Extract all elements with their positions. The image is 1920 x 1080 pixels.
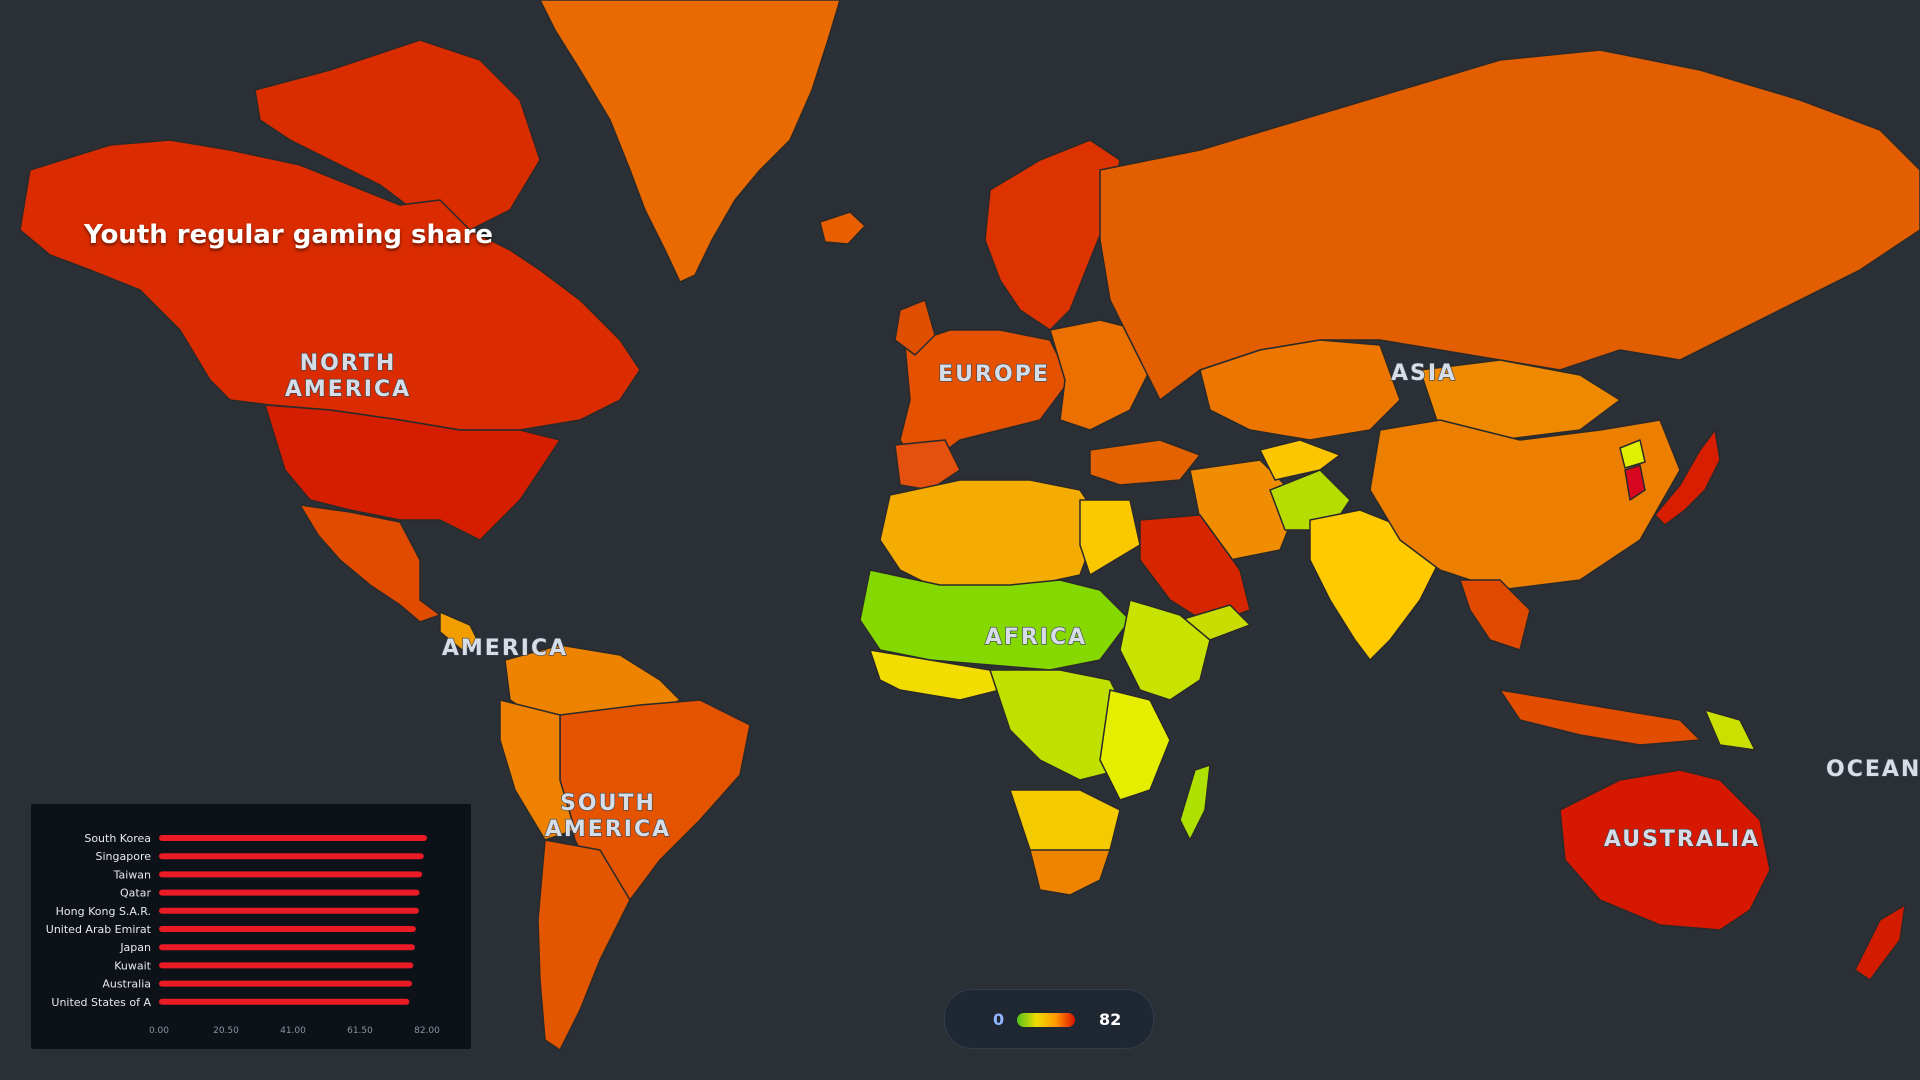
region-greenland[interactable] xyxy=(539,0,841,283)
region-western-europe[interactable] xyxy=(899,329,1071,471)
color-scale-legend: 0 82 xyxy=(944,989,1154,1049)
x-tick-label: 20.50 xyxy=(213,1026,239,1036)
region-north-africa[interactable] xyxy=(879,479,1101,591)
region-mexico[interactable] xyxy=(299,504,441,623)
bar-category-label: Taiwan xyxy=(113,868,151,881)
region-russia[interactable] xyxy=(1099,49,1920,401)
region-china[interactable] xyxy=(1369,419,1681,591)
continent-label-north-america: AMERICA xyxy=(285,377,411,402)
bar-singapore[interactable] xyxy=(159,853,424,860)
region-kazakhstan[interactable] xyxy=(1199,339,1401,441)
continent-labels: NORTH AMERICA AMERICA SOUTH AMERICA EURO… xyxy=(284,350,1920,852)
region-scandinavia[interactable] xyxy=(984,139,1121,331)
bar-category-label: United States of A xyxy=(51,996,151,1009)
bar-united-arab-emirat[interactable] xyxy=(159,926,416,932)
bar-category-label: South Korea xyxy=(84,832,151,845)
bar-south-korea[interactable] xyxy=(159,835,427,841)
region-argentina-chile[interactable] xyxy=(537,839,631,1051)
region-japan[interactable] xyxy=(1654,429,1721,526)
continent-label-asia: ASIA xyxy=(1391,361,1457,386)
region-pakistan[interactable] xyxy=(1259,439,1341,481)
continent-label-africa: AFRICA xyxy=(985,625,1087,650)
continent-label-south-america: SOUTH xyxy=(560,791,656,816)
region-australia[interactable] xyxy=(1559,769,1771,931)
region-uk[interactable] xyxy=(894,299,936,356)
legend-min-label: 0 xyxy=(993,1010,1005,1029)
region-east-africa[interactable] xyxy=(1099,689,1171,801)
region-iberia[interactable] xyxy=(894,439,961,491)
region-eastern-europe[interactable] xyxy=(1049,319,1151,431)
bar-kuwait[interactable] xyxy=(159,962,414,969)
top-countries-bar-chart: South Korea Singapore Taiwan Qatar Hong Kong… xyxy=(46,832,440,1036)
continent-label-north-america: NORTH xyxy=(300,351,397,376)
continent-label-south-america: AMERICA xyxy=(545,817,671,842)
bar-category-label: Australia xyxy=(102,978,151,991)
continent-label-oceania: OCEANI xyxy=(1826,757,1920,782)
top-countries-bar-chart-panel: South Korea Singapore Taiwan Qatar Hong Kong… xyxy=(31,804,471,1049)
region-canada[interactable] xyxy=(19,139,641,431)
region-sahel[interactable] xyxy=(859,569,1131,671)
continent-label-australia: AUSTRALIA xyxy=(1604,827,1760,852)
bar-category-label: United Arab Emirat xyxy=(46,923,152,936)
bar-category-label: Hong Kong S.A.R. xyxy=(56,905,151,918)
region-turkey[interactable] xyxy=(1089,439,1201,486)
map-title: Youth regular gaming share xyxy=(84,220,494,250)
bar-category-label: Japan xyxy=(119,941,151,954)
x-tick-label: 82.00 xyxy=(414,1026,440,1036)
continent-label-central-america: AMERICA xyxy=(442,636,568,661)
x-tick-label: 61.50 xyxy=(347,1026,373,1036)
bar-australia[interactable] xyxy=(159,980,412,987)
bar-category-label: Qatar xyxy=(120,887,151,900)
region-central-america[interactable] xyxy=(439,611,481,651)
bar-united-states-of-a[interactable] xyxy=(159,998,410,1005)
x-tick-label: 0.00 xyxy=(149,1026,169,1036)
legend-max-label: 82 xyxy=(1099,1010,1122,1029)
bar-qatar[interactable] xyxy=(159,889,420,896)
region-west-africa-coast[interactable] xyxy=(869,649,1001,701)
bar-taiwan[interactable] xyxy=(159,871,423,878)
region-north-korea[interactable] xyxy=(1619,439,1646,469)
region-papua-new-guinea[interactable] xyxy=(1704,709,1756,751)
bar-category-label: Singapore xyxy=(96,850,152,863)
region-south-korea[interactable] xyxy=(1624,464,1646,501)
continent-label-europe: EUROPE xyxy=(938,362,1050,387)
region-peru-bolivia[interactable] xyxy=(499,699,576,841)
region-indonesia[interactable] xyxy=(1499,689,1701,746)
region-madagascar[interactable] xyxy=(1179,764,1211,841)
region-arctic-islands[interactable] xyxy=(254,39,541,231)
region-southeast-asia[interactable] xyxy=(1459,579,1531,651)
region-new-zealand[interactable] xyxy=(1854,904,1906,981)
bar-category-label: Kuwait xyxy=(114,959,151,972)
legend-gradient-bar xyxy=(1017,1013,1075,1027)
region-horn-of-africa[interactable] xyxy=(1119,599,1211,701)
x-tick-label: 41.00 xyxy=(280,1026,306,1036)
bar-hong-kong-s-a-r-[interactable] xyxy=(159,907,419,914)
region-united-states[interactable] xyxy=(264,404,561,541)
region-south-africa[interactable] xyxy=(1029,849,1111,896)
region-iceland[interactable] xyxy=(819,211,866,245)
region-egypt[interactable] xyxy=(1079,499,1141,576)
bar-japan[interactable] xyxy=(159,944,415,951)
